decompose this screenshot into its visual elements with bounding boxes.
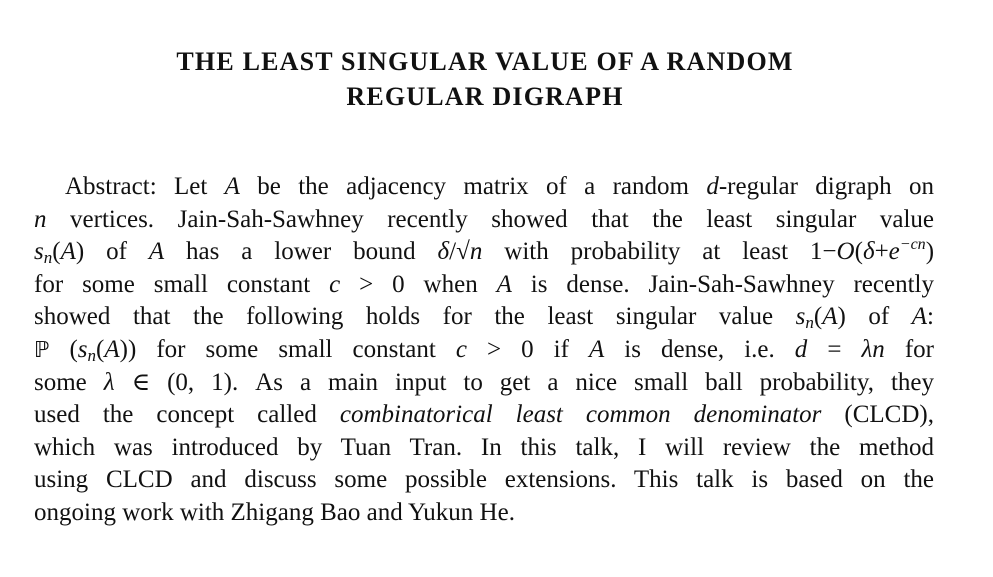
abstract-line: ℙ (sn(A)) for some small constant c > 0 … xyxy=(34,334,934,367)
abstract-line: ongoing work with Zhigang Bao and Yukun … xyxy=(34,497,934,530)
math-text: n xyxy=(43,248,53,268)
text-segment: with probability at least 1− xyxy=(482,238,837,266)
text-segment: ) xyxy=(925,238,935,266)
math-text: O xyxy=(836,238,855,266)
math-text: s xyxy=(77,335,88,363)
text-segment: is dense. Jain-Sah-Sawhney recently xyxy=(511,270,934,298)
text-segment: ) of xyxy=(837,303,912,331)
abstract-line: showed that the following holds for the … xyxy=(34,301,934,334)
math-text: −cn xyxy=(899,236,926,254)
math-text: A xyxy=(104,335,120,363)
text-segment: > 0 if xyxy=(466,335,589,363)
math-text: d xyxy=(706,173,719,200)
math-text: A xyxy=(588,335,605,363)
math-text: combinatorical least common denominator xyxy=(339,401,822,429)
text-segment: > 0 when xyxy=(340,270,497,298)
text-segment: has a lower bound xyxy=(164,238,438,266)
text-segment: ( xyxy=(49,335,78,363)
text-segment: which was introduced by Tuan Tran. In th… xyxy=(34,433,934,461)
text-segment: Abstract: Let xyxy=(65,173,225,200)
math-text: λn xyxy=(861,335,885,363)
abstract-line: some λ ∈ (0, 1). As a main input to get … xyxy=(34,367,934,400)
text-segment: + xyxy=(874,238,889,266)
text-segment: = xyxy=(807,335,862,363)
math-text: A xyxy=(496,270,512,298)
math-text: λ xyxy=(103,368,115,396)
text-segment: be the adjacency matrix of a random xyxy=(239,173,707,200)
abstract-line: Abstract: Let A be the adjacency matrix … xyxy=(34,171,934,204)
math-text: A xyxy=(148,238,165,266)
text-segment: is dense, i.e. xyxy=(604,335,795,363)
math-text: s xyxy=(34,238,44,266)
math-text: ℙ xyxy=(34,337,50,363)
text-segment: for some small constant xyxy=(34,270,330,298)
text-segment: ongoing work with Zhigang Bao and Yukun … xyxy=(34,498,515,526)
math-text: c xyxy=(329,270,341,298)
math-text: n xyxy=(469,238,483,266)
text-segment: /√ xyxy=(449,238,470,266)
title-line-2: REGULAR DIGRAPH xyxy=(346,82,624,111)
abstract-line: used the concept called combinatorical l… xyxy=(34,399,934,432)
abstract-line: which was introduced by Tuan Tran. In th… xyxy=(34,432,934,465)
text-segment: (CLCD), xyxy=(821,401,934,429)
text-segment: used the concept called xyxy=(34,401,340,429)
math-text: n xyxy=(87,345,97,365)
text-segment: using CLCD and discuss some possible ext… xyxy=(34,466,934,494)
text-segment: some xyxy=(34,368,104,396)
abstract: Abstract: Let A be the adjacency matrix … xyxy=(34,171,934,530)
math-text: A xyxy=(224,173,240,200)
text-segment: ( xyxy=(96,335,105,363)
math-text: A xyxy=(60,238,76,266)
abstract-line: for some small constant c > 0 when A is … xyxy=(34,269,934,302)
text-segment: ∈ (0, 1). As a main input to get a nice … xyxy=(114,368,934,396)
math-text: d xyxy=(794,335,808,363)
text-segment: -regular digraph on xyxy=(718,173,935,200)
text-segment: ( xyxy=(52,238,61,266)
text-segment: for xyxy=(884,335,934,363)
abstract-line: n vertices. Jain-Sah-Sawhney recently sh… xyxy=(34,204,934,237)
text-segment: showed that the following holds for the … xyxy=(34,303,796,331)
paper-title: THE LEAST SINGULAR VALUE OF A RANDOM REG… xyxy=(0,44,970,114)
abstract-line: using CLCD and discuss some possible ext… xyxy=(34,464,934,497)
text-segment: vertices. Jain-Sah-Sawhney recently show… xyxy=(46,205,934,233)
math-text: c xyxy=(455,335,467,363)
text-segment: ( xyxy=(854,238,863,266)
math-text: A xyxy=(822,303,838,331)
math-text: n xyxy=(34,205,47,233)
math-text: s xyxy=(795,303,806,331)
title-line-1: THE LEAST SINGULAR VALUE OF A RANDOM xyxy=(176,47,794,76)
math-text: e xyxy=(888,238,900,266)
text-segment: : xyxy=(927,303,934,331)
math-text: δ xyxy=(862,238,875,266)
text-segment: ( xyxy=(813,303,823,331)
abstract-line: sn(A) of A has a lower bound δ/√n with p… xyxy=(34,236,934,269)
text-segment: ) of xyxy=(75,238,149,266)
text-segment: )) for some small constant xyxy=(119,335,456,363)
math-text: δ xyxy=(437,238,450,266)
math-text: n xyxy=(805,313,814,333)
math-text: A xyxy=(911,303,928,331)
